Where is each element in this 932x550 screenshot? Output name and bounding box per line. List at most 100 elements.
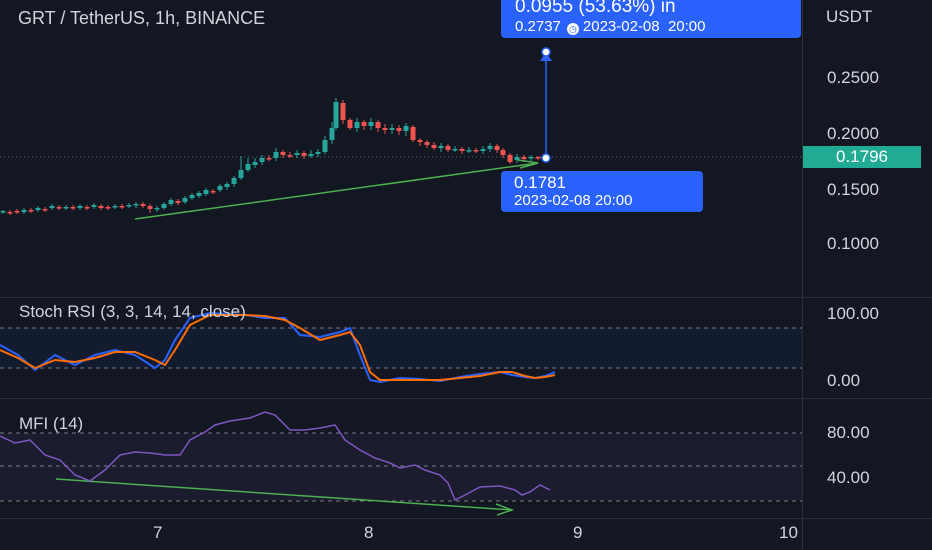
candle-body [466, 150, 472, 152]
candle-body [500, 150, 506, 155]
candle-body [161, 204, 167, 208]
candlestick-series[interactable] [0, 98, 541, 215]
candle-body [487, 146, 493, 149]
candle-body [112, 206, 118, 208]
stoch-d-line[interactable] [0, 314, 556, 381]
price-tick: 0.2000 [827, 124, 879, 143]
candle-body [14, 211, 20, 213]
candle-body [417, 140, 423, 142]
candle-body [507, 155, 513, 162]
candle-body [7, 212, 13, 214]
measure-end-price: 0.2737 [515, 18, 561, 35]
candle-body [480, 149, 486, 151]
candle-body [119, 206, 125, 208]
time-tick: 9 [573, 523, 583, 542]
stoch-rsi-label[interactable]: Stoch RSI (3, 3, 14, 14, close) [19, 302, 246, 321]
candle-body [294, 153, 300, 155]
measure-end-handle[interactable] [541, 47, 551, 57]
candle-body [224, 184, 230, 187]
clock-icon: ◷ [566, 23, 579, 35]
price-tick: 0.1000 [827, 234, 879, 253]
measure-result-tooltip: 0.0955 (53.63%) in 0.2737 ◷ 2023-02-08 20:… [501, 0, 801, 38]
mfi-label[interactable]: MFI (14) [19, 414, 84, 433]
candle-body [231, 178, 237, 184]
candle-body [452, 149, 458, 151]
candle-body [445, 146, 451, 150]
candle-body [70, 207, 76, 209]
time-tick: 8 [364, 523, 374, 542]
price-tick: 0.1500 [827, 180, 879, 199]
mfi-trendline-arrowhead [495, 503, 515, 516]
trendline-arrowhead [517, 159, 539, 169]
candle-body [287, 155, 293, 157]
candle-body [0, 211, 6, 213]
candle-body [210, 191, 216, 193]
price-tick: 0.2500 [827, 68, 879, 87]
candle-body [494, 146, 500, 150]
price-trendline[interactable] [134, 162, 539, 220]
time-tick: 7 [153, 523, 163, 542]
candle-body [35, 208, 41, 210]
candle-body [154, 208, 160, 210]
candle-body [182, 198, 188, 202]
candle-body [528, 157, 534, 159]
candle-body [333, 102, 339, 128]
stoch-tick: 100.00 [827, 304, 879, 323]
stoch-tick: 0.00 [827, 371, 861, 390]
candle-body [189, 195, 195, 198]
candle-body [266, 158, 272, 160]
currency-label[interactable]: USDT [826, 7, 873, 26]
candle-body [308, 154, 314, 156]
candle-body [521, 157, 527, 159]
candle-body [259, 158, 265, 162]
candle-body [438, 146, 444, 148]
candle-body [431, 145, 437, 148]
mfi-band [0, 433, 802, 501]
candle-body [245, 164, 251, 170]
mfi-trendline[interactable] [55, 478, 513, 511]
candle-body [473, 150, 479, 152]
candle-body [238, 170, 244, 178]
candle-body [203, 190, 209, 194]
candle-body [347, 120, 353, 128]
candle-body [196, 193, 202, 196]
time-tick: 10 [779, 523, 798, 542]
stoch-band [0, 328, 802, 368]
candle-body [329, 128, 335, 140]
candle-body [322, 140, 328, 152]
measure-start-price: 0.1781 [514, 173, 566, 192]
candle-body [42, 209, 48, 211]
candle-body [514, 157, 520, 160]
candle-body [535, 157, 541, 159]
candle-body [403, 126, 409, 131]
mfi-tick: 80.00 [827, 423, 870, 442]
candle-body [63, 207, 69, 209]
candle-body [459, 149, 465, 151]
candle-body [424, 142, 430, 145]
candle-body [28, 210, 34, 212]
candle-body [375, 122, 381, 128]
candle-body [315, 152, 321, 154]
candle-body [84, 207, 90, 209]
mfi-line[interactable] [0, 411, 551, 502]
candle-body [147, 206, 153, 209]
measure-start-time: 2023-02-08 20:00 [514, 192, 633, 209]
measure-start-handle[interactable] [541, 153, 551, 163]
measure-end-time: 2023-02-08 20:00 [582, 18, 706, 35]
candle-body [105, 207, 111, 209]
candle-body [175, 201, 181, 203]
candle-body [98, 206, 104, 208]
candle-body [140, 204, 146, 206]
measure-start-tooltip: 0.1781 2023-02-08 20:00 [501, 171, 703, 212]
candle-body [133, 204, 139, 206]
candle-body [77, 206, 83, 208]
candle-body [56, 207, 62, 209]
last-price-badge: 0.1796 [803, 146, 921, 168]
candle-body [301, 153, 307, 156]
candle-body [280, 152, 286, 155]
candle-body [273, 152, 279, 158]
symbol-title[interactable]: GRT / TetherUS, 1h, BINANCE [18, 8, 266, 28]
candle-body [410, 127, 416, 140]
candle-body [126, 205, 132, 207]
